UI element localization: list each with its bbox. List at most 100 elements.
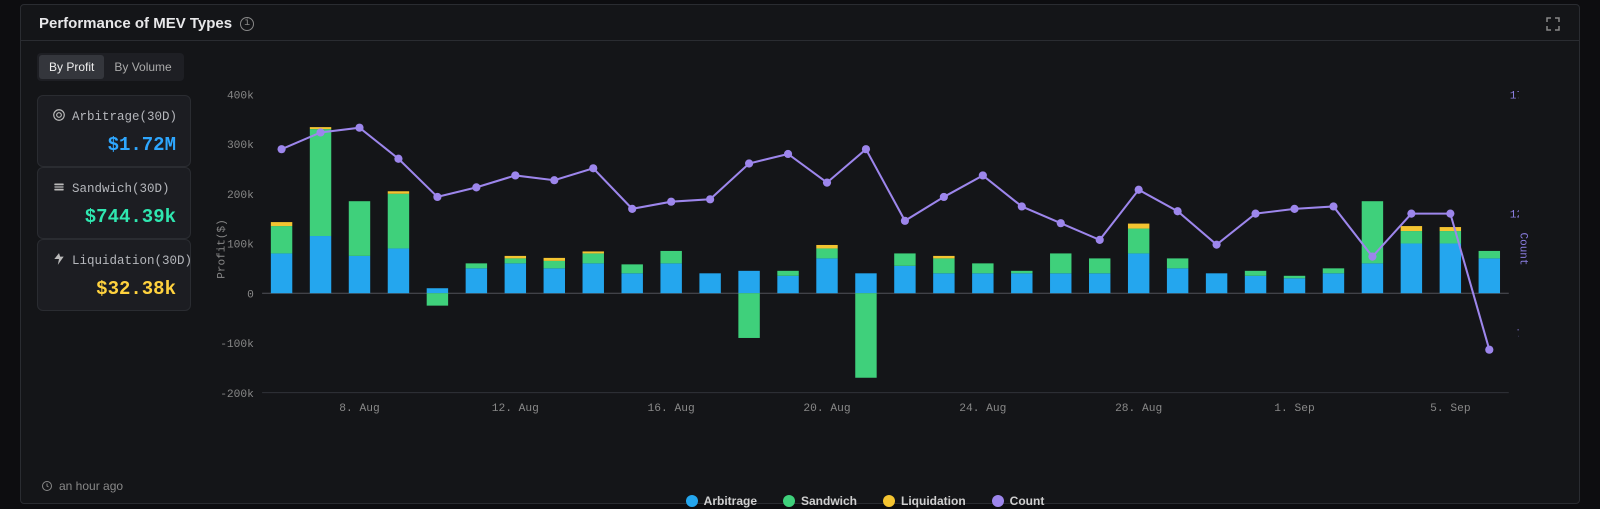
count-point[interactable] (511, 171, 519, 179)
bar-liq[interactable] (388, 191, 409, 193)
bar-arb[interactable] (427, 288, 448, 293)
count-point[interactable] (589, 164, 597, 172)
bar-liq[interactable] (544, 258, 565, 261)
bar-sand[interactable] (1479, 251, 1500, 258)
bar-arb[interactable] (699, 273, 720, 293)
bar-sand[interactable] (427, 293, 448, 305)
bar-liq[interactable] (505, 256, 526, 258)
bar-sand[interactable] (1128, 229, 1149, 254)
bar-sand[interactable] (816, 248, 837, 258)
bar-liq[interactable] (1440, 227, 1461, 231)
stat-card-arbitrage[interactable]: Arbitrage(30D)$1.72M (37, 95, 191, 167)
bar-arb[interactable] (349, 256, 370, 293)
bar-sand[interactable] (310, 129, 331, 236)
bar-arb[interactable] (466, 268, 487, 293)
bar-arb[interactable] (1167, 268, 1188, 293)
count-point[interactable] (1290, 205, 1298, 213)
expand-icon[interactable] (1545, 16, 1561, 32)
info-icon[interactable]: i (240, 17, 254, 31)
count-point[interactable] (1485, 346, 1493, 354)
count-point[interactable] (1446, 210, 1454, 218)
bar-arb[interactable] (1401, 243, 1422, 293)
bar-sand[interactable] (583, 253, 604, 263)
bar-arb[interactable] (933, 273, 954, 293)
bar-sand[interactable] (1245, 271, 1266, 276)
bar-arb[interactable] (855, 273, 876, 293)
count-point[interactable] (862, 145, 870, 153)
bar-arb[interactable] (816, 258, 837, 293)
count-point[interactable] (316, 128, 324, 136)
count-point[interactable] (901, 217, 909, 225)
bar-arb[interactable] (310, 236, 331, 293)
bar-sand[interactable] (660, 251, 681, 263)
count-point[interactable] (745, 159, 753, 167)
bar-sand[interactable] (1050, 253, 1071, 273)
bar-sand[interactable] (972, 263, 993, 273)
count-point[interactable] (1368, 253, 1376, 261)
stat-card-liquidation[interactable]: Liquidation(30D)$32.38k (37, 239, 191, 311)
bar-arb[interactable] (1206, 273, 1227, 293)
bar-sand[interactable] (271, 226, 292, 253)
count-point[interactable] (1329, 202, 1337, 210)
count-point[interactable] (550, 176, 558, 184)
bar-sand[interactable] (855, 293, 876, 378)
count-point[interactable] (979, 171, 987, 179)
bar-sand[interactable] (505, 258, 526, 263)
count-point[interactable] (1018, 202, 1026, 210)
bar-arb[interactable] (1245, 276, 1266, 293)
bar-arb[interactable] (1440, 243, 1461, 293)
count-point[interactable] (667, 198, 675, 206)
bar-liq[interactable] (271, 222, 292, 226)
legend-item-count[interactable]: Count (992, 494, 1045, 508)
bar-arb[interactable] (777, 276, 798, 293)
count-point[interactable] (1213, 241, 1221, 249)
count-point[interactable] (784, 150, 792, 158)
count-point[interactable] (1407, 210, 1415, 218)
bar-arb[interactable] (1089, 273, 1110, 293)
bar-sand[interactable] (738, 293, 759, 338)
bar-sand[interactable] (777, 271, 798, 276)
count-point[interactable] (355, 124, 363, 132)
bar-liq[interactable] (1128, 224, 1149, 229)
bar-sand[interactable] (933, 258, 954, 273)
bar-arb[interactable] (894, 266, 915, 293)
bar-arb[interactable] (388, 248, 409, 293)
count-point[interactable] (394, 155, 402, 163)
legend-item-sandwich[interactable]: Sandwich (783, 494, 857, 508)
count-point[interactable] (1135, 186, 1143, 194)
bar-arb[interactable] (1479, 258, 1500, 293)
bar-sand[interactable] (621, 264, 642, 273)
bar-sand[interactable] (349, 201, 370, 256)
count-point[interactable] (1096, 236, 1104, 244)
bar-sand[interactable] (1323, 268, 1344, 273)
bar-sand[interactable] (388, 194, 409, 249)
count-point[interactable] (823, 179, 831, 187)
count-point[interactable] (433, 193, 441, 201)
legend-item-liquidation[interactable]: Liquidation (883, 494, 966, 508)
bar-sand[interactable] (1089, 258, 1110, 273)
bar-arb[interactable] (583, 263, 604, 293)
count-point[interactable] (472, 183, 480, 191)
count-point[interactable] (940, 193, 948, 201)
bar-arb[interactable] (1128, 253, 1149, 293)
bar-arb[interactable] (271, 253, 292, 293)
count-point[interactable] (1057, 219, 1065, 227)
bar-sand[interactable] (894, 253, 915, 265)
bar-arb[interactable] (660, 263, 681, 293)
tab-by-profit[interactable]: By Profit (39, 55, 104, 79)
bar-sand[interactable] (1011, 271, 1032, 273)
bar-arb[interactable] (505, 263, 526, 293)
bar-liq[interactable] (1401, 226, 1422, 231)
count-point[interactable] (277, 145, 285, 153)
count-point[interactable] (1251, 210, 1259, 218)
bar-sand[interactable] (1167, 258, 1188, 268)
legend-item-arbitrage[interactable]: Arbitrage (686, 494, 757, 508)
count-point[interactable] (706, 195, 714, 203)
bar-arb[interactable] (1284, 278, 1305, 293)
bar-arb[interactable] (544, 268, 565, 293)
bar-sand[interactable] (1284, 276, 1305, 278)
count-point[interactable] (1174, 207, 1182, 215)
bar-sand[interactable] (544, 261, 565, 268)
bar-liq[interactable] (583, 251, 604, 253)
tab-by-volume[interactable]: By Volume (104, 55, 181, 79)
